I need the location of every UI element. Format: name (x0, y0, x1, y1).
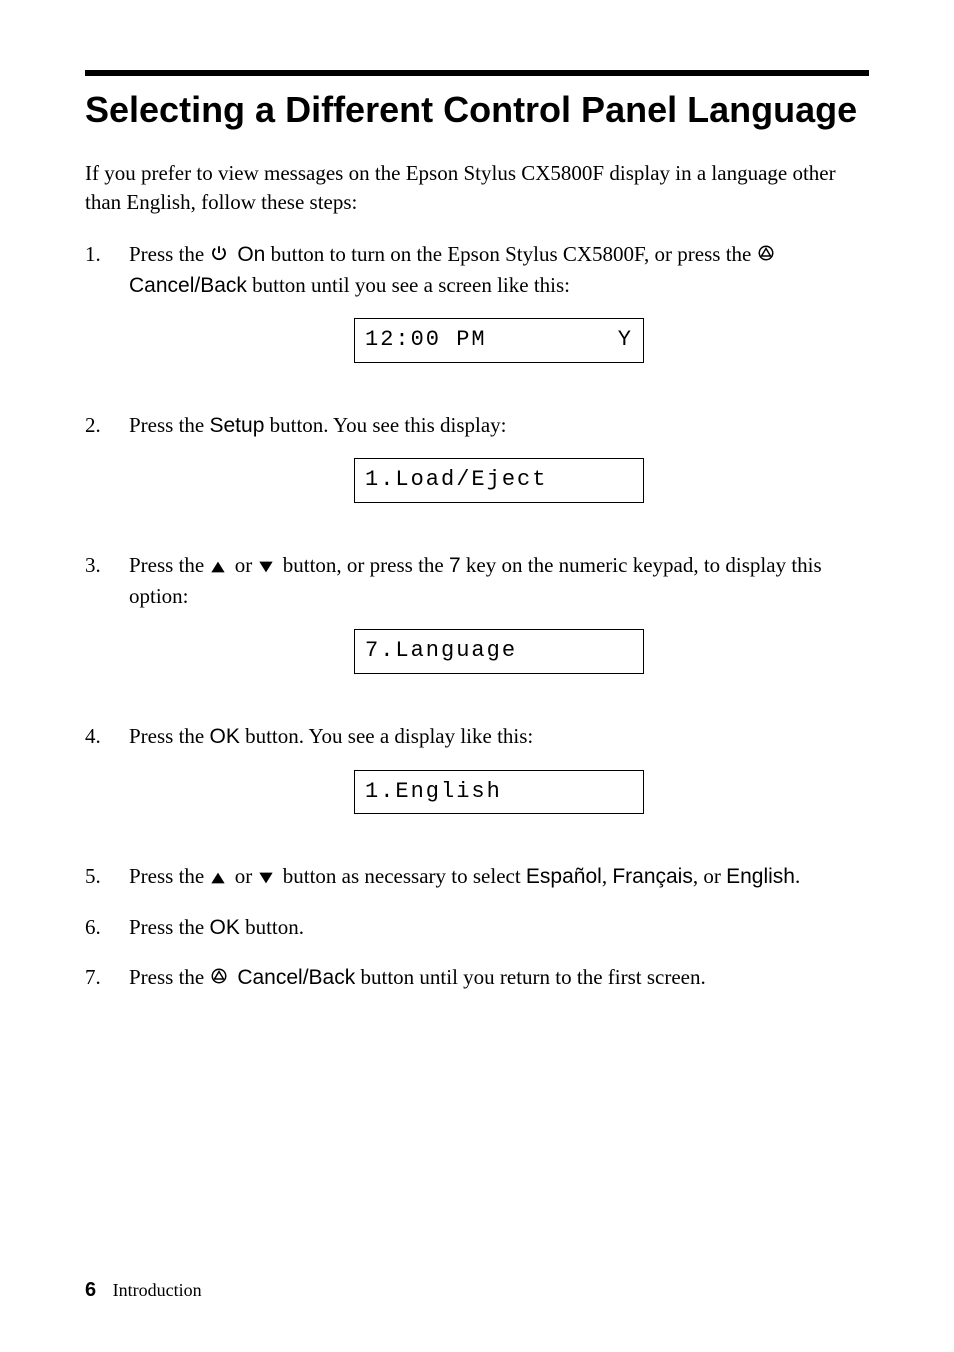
step-text: Press the Cancel/Back button until you r… (129, 963, 869, 994)
text-span: , or (693, 864, 726, 888)
text-span: button. You see a display like this: (240, 724, 533, 748)
step-text: Press the or button as necessary to sele… (129, 862, 869, 893)
text-span: button, or press the (278, 553, 449, 577)
down-icon (258, 553, 274, 582)
text-span: Français (612, 865, 693, 888)
down-icon (258, 864, 274, 893)
up-icon (210, 553, 226, 582)
lcd-text-right: Y (618, 325, 633, 356)
step-content: Press the or button as necessary to sele… (129, 862, 869, 893)
step-content: Press the Setup button. You see this dis… (129, 411, 869, 531)
step-item: Press the or button, or press the 7 key … (85, 551, 869, 702)
text-span: OK (210, 916, 240, 939)
step-text: Press the Setup button. You see this dis… (129, 411, 869, 440)
lcd-display: 12:00 PMY (354, 318, 644, 363)
text-span: Setup (210, 414, 265, 437)
lcd-display: 1.English (354, 770, 644, 815)
text-span: 7 (449, 554, 461, 577)
text-span: English (726, 865, 795, 888)
step-item: Press the Setup button. You see this dis… (85, 411, 869, 531)
text-span: button as necessary to select (278, 864, 526, 888)
text-span: button to turn on the Epson Stylus CX580… (265, 242, 756, 266)
text-span: . (795, 864, 800, 888)
step-text: Press the OK button. You see a display l… (129, 722, 869, 751)
page-title: Selecting a Different Control Panel Lang… (85, 88, 869, 131)
text-span: Press the (129, 724, 210, 748)
step-item: Press the OK button. You see a display l… (85, 722, 869, 842)
text-span: or (230, 864, 258, 888)
step-item: Press the or button as necessary to sele… (85, 862, 869, 893)
steps-list: Press the On button to turn on the Epson… (85, 240, 869, 994)
text-span: Cancel/Back (232, 966, 356, 989)
section-name: Introduction (113, 1280, 202, 1300)
text-span: button. You see this display: (264, 413, 506, 437)
up-icon (210, 864, 226, 893)
lcd-display: 1.Load/Eject (354, 458, 644, 503)
lcd-text-left: 12:00 PM (365, 325, 618, 356)
text-span: , (602, 864, 613, 888)
step-content: Press the OK button. (129, 913, 869, 942)
text-span: Press the (129, 915, 210, 939)
text-span: button until you see a screen like this: (247, 273, 570, 297)
step-item: Press the Cancel/Back button until you r… (85, 963, 869, 994)
text-span: OK (210, 725, 240, 748)
power-icon (210, 241, 228, 270)
intro-text: If you prefer to view messages on the Ep… (85, 159, 869, 216)
text-span: Español (526, 865, 602, 888)
text-span: Press the (129, 965, 210, 989)
step-content: Press the On button to turn on the Epson… (129, 240, 869, 391)
step-item: Press the OK button. (85, 913, 869, 942)
page-footer: 6 Introduction (85, 1279, 202, 1302)
lcd-text-left: 1.English (365, 777, 633, 808)
text-span: Press the (129, 864, 210, 888)
text-span: button until you return to the first scr… (355, 965, 706, 989)
step-content: Press the OK button. You see a display l… (129, 722, 869, 842)
step-text: Press the OK button. (129, 913, 869, 942)
step-content: Press the Cancel/Back button until you r… (129, 963, 869, 994)
lcd-text-left: 7.Language (365, 636, 633, 667)
text-span: Cancel/Back (129, 274, 247, 297)
step-text: Press the or button, or press the 7 key … (129, 551, 869, 611)
step-item: Press the On button to turn on the Epson… (85, 240, 869, 391)
cancel-icon (757, 241, 775, 270)
lcd-text-left: 1.Load/Eject (365, 465, 633, 496)
title-rule (85, 70, 869, 76)
step-text: Press the On button to turn on the Epson… (129, 240, 869, 300)
text-span: button. (240, 915, 304, 939)
page-number: 6 (85, 1279, 96, 1301)
text-span: or (230, 553, 258, 577)
text-span: On (232, 243, 266, 266)
text-span: Press the (129, 553, 210, 577)
cancel-icon (210, 964, 228, 993)
step-content: Press the or button, or press the 7 key … (129, 551, 869, 702)
text-span: Press the (129, 242, 210, 266)
text-span: Press the (129, 413, 210, 437)
lcd-display: 7.Language (354, 629, 644, 674)
